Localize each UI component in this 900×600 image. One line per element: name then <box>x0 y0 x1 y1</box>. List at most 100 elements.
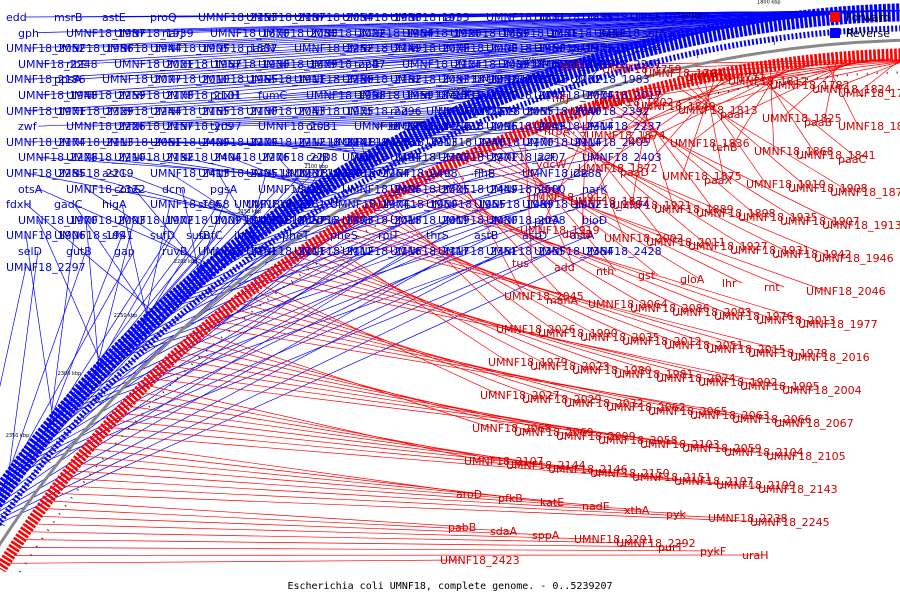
reverse-connector <box>87 219 231 382</box>
reverse-gene-label: UMNF18_1989 <box>474 198 554 212</box>
forward-gene-label: UMNF18_1874 <box>586 129 666 142</box>
reverse-gene-label: UMNF18_2001 <box>210 213 290 227</box>
axis-tick-label: 2000 kbp <box>447 88 471 94</box>
reverse-gene-label: UMNF18_1905 <box>150 42 230 56</box>
reverse-connector <box>217 141 379 153</box>
forward-gene-label: hrpA <box>544 125 571 138</box>
reverse-gene-label: UMNF18_2111 <box>246 245 326 258</box>
reverse-gene-label: UMNF18_2247 <box>306 57 386 71</box>
reverse-gene-label: UMNF18_2232 <box>246 167 326 180</box>
reverse-connector <box>0 250 411 508</box>
reverse-connector <box>95 219 135 374</box>
forward-gene-label: UMNF18_1912 <box>528 191 608 204</box>
reverse-gene-label: UMNF18_2157 <box>114 120 194 134</box>
forward-gene-label: UMNF18_1771 <box>686 71 766 84</box>
forward-connector <box>613 104 801 222</box>
forward-connector <box>104 434 779 490</box>
reverse-gene-label: UMNF18_2322 <box>66 182 146 196</box>
reverse-connector <box>265 17 796 49</box>
axis-tick-label: 2300 kbp <box>58 371 82 377</box>
forward-connector <box>533 132 835 259</box>
reverse-gene-label: UMNF18_1857 <box>198 42 278 56</box>
reverse-gene-label: UMNF18_2288 <box>522 167 602 180</box>
reverse-connector <box>70 219 411 402</box>
reverse-connector <box>361 47 639 80</box>
reverse-gene-label: sufC <box>198 229 223 243</box>
forward-gene-label: UMNF18_2024 <box>656 372 736 385</box>
forward-gene-label: UMNF18_2064 <box>588 298 668 311</box>
forward-connector <box>149 385 485 462</box>
reverse-connector <box>277 65 578 96</box>
reverse-connector <box>73 39 670 80</box>
reverse-gene-label: UMNF18_1972 <box>114 213 194 227</box>
forward-connector <box>563 63 818 132</box>
reverse-gene-label: UMNF18_1986 <box>54 42 134 56</box>
forward-gene-label: UMNF18_1990 <box>538 327 618 340</box>
reverse-connector <box>133 60 593 96</box>
reverse-gene-label: UMNF18_2010 <box>150 73 230 87</box>
reverse-connector <box>37 109 464 127</box>
forward-gene-label: ycjG <box>560 59 585 72</box>
reverse-gene-label: UMNF18_2404 <box>162 151 242 165</box>
reverse-gene-label: ppsA <box>54 73 82 87</box>
reverse-gene-label: UMNF18_2409 <box>150 135 230 149</box>
forward-gene-label: UMNF18_2105 <box>766 450 846 463</box>
reverse-gene-label: topB <box>354 57 380 71</box>
forward-gene-label: UMNF18_2292 <box>616 537 696 550</box>
forward-connector <box>29 531 637 544</box>
forward-gene-label: UMNF18_2026 <box>496 323 576 336</box>
reverse-gene-label: UMNF18_2280 <box>294 73 374 87</box>
forward-gene-label: UMNF18_2004 <box>782 384 862 397</box>
reverse-gene-label: UMNF18_2174 <box>6 135 86 149</box>
reverse-connector <box>143 204 171 325</box>
reverse-connector <box>25 203 156 314</box>
reverse-connector <box>85 219 100 370</box>
forward-gene-label: UMNF18_1841 <box>796 149 876 162</box>
forward-connector <box>739 60 855 115</box>
forward-connector <box>316 246 551 367</box>
axis-tick-label: 2200 kbp <box>174 259 198 265</box>
reverse-gene-label: UMNF18_1955 <box>426 198 506 212</box>
forward-gene-label: UMNF18_1908 <box>788 182 868 195</box>
forward-gene-label: tus <box>512 257 530 270</box>
forward-gene-label: manA <box>546 294 578 307</box>
forward-gene-label: UMNF18_2199 <box>716 479 796 492</box>
forward-connector <box>8 559 461 564</box>
reverse-gene-label: rnd <box>390 104 409 118</box>
forward-connector <box>823 61 837 123</box>
forward-gene-label: UMNF18_1813 <box>678 104 758 117</box>
reverse-gene-label: UMNF18_2259 <box>66 89 146 102</box>
forward-gene-label: UMNF18_2063 <box>690 409 770 422</box>
forward-gene-label: rnt <box>764 281 780 294</box>
reverse-gene-label: UMNF18_2300 <box>354 120 434 134</box>
forward-gene-label: UMNF18_2058 <box>598 434 678 447</box>
axis-tick-label: 2100 kbp <box>305 164 329 170</box>
forward-gene-label: UMNF18_1825 <box>762 112 842 125</box>
reverse-gene-label: UMNF18_1959 <box>354 89 434 102</box>
forward-connector <box>117 420 695 482</box>
reverse-connector <box>265 44 650 80</box>
reverse-gene-label: UMNF18_2351 <box>438 245 518 258</box>
reverse-gene-label: UMNF18_2033 <box>390 73 470 87</box>
reverse-gene-label: pntA <box>534 213 560 227</box>
axis-tick <box>148 341 155 348</box>
reverse-connector <box>85 59 598 96</box>
reverse-gene-label: UMNF18_2212 <box>246 135 326 149</box>
reverse-connector <box>133 26 738 65</box>
legend-forward: Forward <box>829 9 890 25</box>
forward-connector <box>489 150 701 280</box>
forward-connector <box>463 162 827 292</box>
reverse-connector <box>325 67 573 96</box>
forward-connector <box>233 308 669 412</box>
reverse-gene-label: UMNF18_2077 <box>102 73 182 87</box>
reverse-connector <box>73 83 528 111</box>
forward-gene-label: UMNF18_1995 <box>740 380 820 393</box>
reverse-gene-label: otsA <box>18 182 43 196</box>
reverse-gene-label: UMNF18_2078 <box>390 42 470 56</box>
reverse-gene-label: UMNF18_2030 <box>438 213 518 227</box>
forward-gene-label: purT <box>658 541 684 554</box>
reverse-gene-label: paaN <box>246 42 275 56</box>
forward-gene-label: UMNF18_2069 <box>514 426 594 439</box>
reverse-connector <box>341 141 543 174</box>
